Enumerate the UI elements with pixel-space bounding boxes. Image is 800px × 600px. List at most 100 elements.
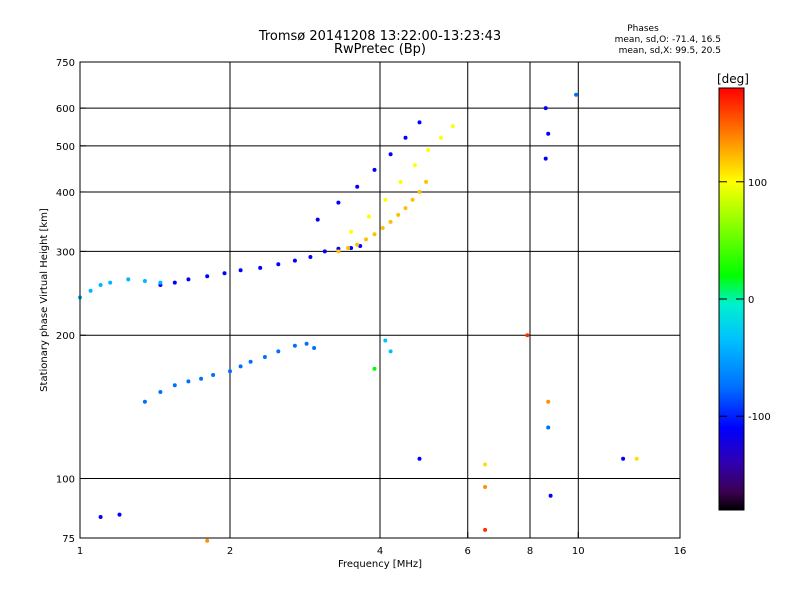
data-point bbox=[349, 229, 354, 234]
y-axis-label: Stationary phase Virtual Height [km] bbox=[39, 208, 50, 392]
data-point bbox=[98, 515, 103, 519]
data-point bbox=[355, 184, 360, 189]
data-point bbox=[388, 152, 393, 157]
data-point bbox=[228, 369, 232, 374]
data-point bbox=[238, 268, 243, 273]
data-point bbox=[117, 512, 122, 517]
data-point bbox=[483, 462, 488, 467]
data-point bbox=[222, 271, 227, 276]
data-point bbox=[426, 148, 431, 152]
x-axis-label: Frequency [MHz] bbox=[338, 559, 422, 570]
chart-subtitle: RwPretec (Bp) bbox=[334, 42, 426, 57]
colorbar-tick-label: -100 bbox=[748, 412, 771, 423]
data-point bbox=[364, 237, 368, 242]
data-point bbox=[336, 200, 341, 205]
data-point bbox=[336, 249, 341, 254]
data-point bbox=[199, 376, 204, 381]
y-tick-label: 100 bbox=[56, 475, 75, 486]
data-point bbox=[98, 283, 103, 287]
y-axis-ticks: 75 100 200 300 400 500 600 750 bbox=[56, 58, 86, 545]
x-axis-ticks: 1 2 4 6 8 10 16 bbox=[77, 532, 687, 557]
data-point bbox=[126, 277, 131, 282]
data-point bbox=[546, 425, 551, 430]
data-point bbox=[546, 399, 551, 404]
colorbar-label: [deg] bbox=[717, 72, 749, 86]
data-point bbox=[525, 333, 530, 338]
stats-x-line: mean, sd,X: 99.5, 20.5 bbox=[619, 46, 721, 56]
data-point bbox=[292, 258, 297, 263]
colorbar-ticks: 100 0 -100 bbox=[719, 178, 771, 423]
data-point bbox=[410, 197, 415, 202]
x-tick-label: 1 bbox=[77, 546, 83, 557]
stats-title: Phases bbox=[627, 24, 659, 34]
data-point bbox=[292, 343, 297, 348]
x-tick-label: 4 bbox=[377, 546, 383, 557]
data-point bbox=[380, 226, 385, 230]
x-tick-label: 10 bbox=[572, 546, 585, 557]
y-tick-label: 75 bbox=[62, 534, 75, 545]
data-point bbox=[396, 212, 401, 217]
stats-o-line: mean, sd,O: -71.4, 16.5 bbox=[615, 35, 721, 45]
data-point bbox=[388, 349, 393, 354]
chart-title: Tromsø 20141208 13:22:00-13:23:43 bbox=[258, 29, 501, 44]
data-point bbox=[358, 244, 363, 248]
data-point bbox=[355, 242, 360, 247]
y-tick-label: 500 bbox=[56, 142, 75, 153]
data-point bbox=[372, 232, 377, 237]
data-point bbox=[372, 167, 377, 172]
y-tick-label: 750 bbox=[56, 58, 75, 69]
data-points bbox=[78, 92, 639, 543]
data-point bbox=[172, 280, 177, 285]
data-point bbox=[205, 274, 210, 279]
data-point bbox=[574, 92, 579, 97]
data-point bbox=[88, 288, 93, 293]
x-tick-label: 6 bbox=[465, 546, 471, 557]
data-point bbox=[424, 179, 429, 184]
data-point bbox=[388, 219, 393, 224]
data-point bbox=[308, 255, 313, 259]
data-point bbox=[276, 262, 281, 267]
data-point bbox=[372, 366, 377, 371]
data-point bbox=[548, 493, 553, 498]
x-tick-label: 2 bbox=[227, 546, 233, 557]
data-point bbox=[205, 538, 210, 543]
data-point bbox=[621, 456, 626, 461]
data-point bbox=[543, 106, 548, 111]
y-tick-label: 300 bbox=[56, 247, 75, 258]
data-point bbox=[543, 156, 548, 161]
data-point bbox=[366, 214, 371, 219]
data-point bbox=[417, 120, 422, 125]
data-point bbox=[349, 246, 354, 250]
data-point bbox=[438, 135, 443, 140]
data-point bbox=[417, 456, 422, 461]
data-point bbox=[346, 246, 350, 250]
y-tick-label: 600 bbox=[56, 104, 75, 115]
data-point bbox=[546, 131, 551, 136]
data-point bbox=[142, 279, 147, 283]
data-point bbox=[304, 341, 309, 346]
data-point bbox=[417, 189, 422, 194]
data-point bbox=[258, 265, 263, 270]
data-point bbox=[322, 249, 327, 254]
data-point bbox=[248, 359, 253, 364]
data-point bbox=[315, 217, 320, 222]
data-point bbox=[108, 280, 113, 285]
data-point bbox=[412, 163, 417, 168]
data-point bbox=[211, 373, 216, 377]
data-point bbox=[450, 124, 455, 129]
data-point bbox=[383, 197, 388, 202]
x-tick-label: 16 bbox=[674, 546, 687, 557]
data-point bbox=[483, 527, 488, 532]
data-point bbox=[398, 179, 403, 184]
data-point bbox=[312, 346, 317, 350]
data-point bbox=[403, 206, 408, 211]
data-point bbox=[142, 399, 147, 404]
colorbar-tick-label: 100 bbox=[748, 178, 767, 189]
data-point bbox=[238, 364, 243, 369]
data-point bbox=[483, 485, 488, 489]
data-point bbox=[186, 277, 191, 282]
data-point bbox=[634, 456, 639, 461]
colorbar-tick-label: 0 bbox=[748, 295, 754, 306]
data-point bbox=[158, 280, 163, 285]
